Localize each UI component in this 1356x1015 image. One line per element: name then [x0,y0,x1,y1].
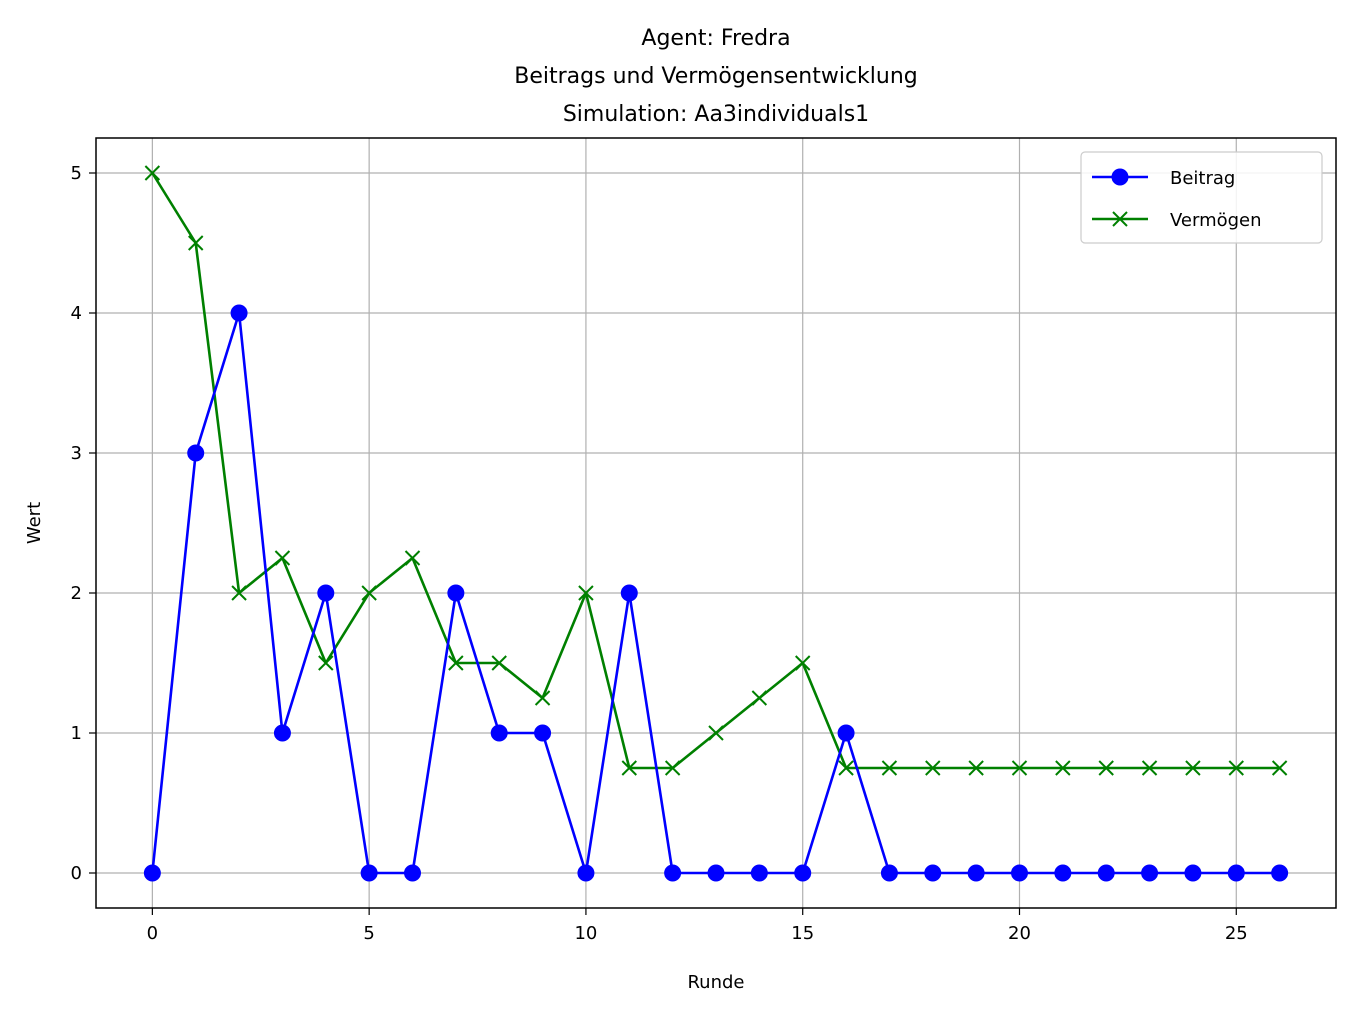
data-point-verm-gen [404,550,421,566]
x-tick-label: 5 [363,923,374,944]
data-point-verm-gen [1271,760,1288,776]
series-verm-gen [144,165,1288,776]
data-point-beitrag [187,444,205,462]
grid [96,138,1336,908]
data-point-beitrag [490,724,508,742]
data-point-verm-gen [231,585,247,601]
data-point-verm-gen [491,655,507,671]
data-point-verm-gen [318,655,334,671]
data-point-beitrag [1271,864,1289,882]
x-tick-label: 25 [1225,923,1248,944]
data-point-beitrag [1054,864,1072,882]
data-point-verm-gen [1055,760,1071,776]
data-point-beitrag [360,864,378,882]
axis-ticks: 0 5 10 15 20 25 0 1 2 3 4 5 [71,163,1248,944]
data-point-verm-gen [578,585,594,601]
data-point-beitrag [750,864,768,882]
data-point-verm-gen [534,690,551,706]
data-point-verm-gen [1185,760,1201,776]
data-point-verm-gen [1228,760,1244,776]
data-point-beitrag [967,864,985,882]
y-tick-label: 4 [71,303,82,324]
y-tick-label: 3 [71,443,82,464]
data-point-verm-gen [1011,760,1028,776]
data-point-beitrag [794,864,812,882]
data-point-verm-gen [968,760,984,776]
x-tick-label: 20 [1008,923,1031,944]
data-point-beitrag [620,584,638,602]
y-axis-label: Wert [24,502,45,544]
data-point-beitrag [577,864,595,882]
data-point-beitrag [447,584,465,602]
x-tick-label: 0 [147,923,158,944]
legend-marker-beitrag [1111,168,1129,186]
data-point-verm-gen [708,725,724,741]
data-point-verm-gen [448,655,464,671]
data-point-verm-gen [1098,760,1114,776]
y-tick-label: 1 [71,723,82,744]
data-point-beitrag [534,724,552,742]
data-point-beitrag [1227,864,1245,882]
legend-label-beitrag: Beitrag [1170,168,1235,189]
data-point-beitrag [404,864,422,882]
data-point-verm-gen [881,760,898,776]
data-point-beitrag [317,584,335,602]
data-point-verm-gen [1141,760,1158,776]
data-point-beitrag [664,864,682,882]
data-point-verm-gen [751,690,768,706]
data-point-beitrag [924,864,942,882]
x-tick-label: 10 [574,923,597,944]
legend-label-verm-gen: Vermögen [1170,210,1262,231]
data-point-verm-gen [664,760,681,776]
data-point-verm-gen [795,655,811,671]
data-point-beitrag [273,724,291,742]
series-line-verm-gen [151,172,1280,770]
data-point-verm-gen [274,550,291,566]
data-point-beitrag [880,864,898,882]
data-point-beitrag [707,864,725,882]
x-axis-label: Runde [687,972,744,993]
y-tick-label: 5 [71,163,82,184]
legend: Beitrag Vermögen [1080,151,1323,244]
title-line-2: Beitrags und Vermögensentwicklung [514,64,918,89]
plot-series [143,165,1289,882]
series-beitrag [143,304,1289,882]
data-point-beitrag [1097,864,1115,882]
data-point-beitrag [1010,864,1028,882]
data-point-verm-gen [188,235,204,251]
legend-marker-verm-gen [1112,211,1128,227]
data-point-beitrag [1184,864,1202,882]
data-point-beitrag [837,724,855,742]
y-tick-label: 0 [71,863,82,884]
x-tick-label: 15 [791,923,814,944]
data-point-verm-gen [361,585,377,601]
plot-area-frame [95,137,1337,909]
title-line-1: Agent: Fredra [641,26,790,51]
data-point-beitrag [1141,864,1159,882]
title-line-3: Simulation: Aa3individuals1 [563,102,869,127]
data-point-verm-gen [621,760,637,776]
data-point-verm-gen [144,165,161,181]
data-point-beitrag [230,304,248,322]
data-point-verm-gen [838,760,854,776]
data-point-beitrag [143,864,161,882]
chart-title: Agent: Fredra Beitrags und Vermögensentw… [514,26,918,127]
y-tick-label: 2 [71,583,82,604]
data-point-verm-gen [925,760,941,776]
